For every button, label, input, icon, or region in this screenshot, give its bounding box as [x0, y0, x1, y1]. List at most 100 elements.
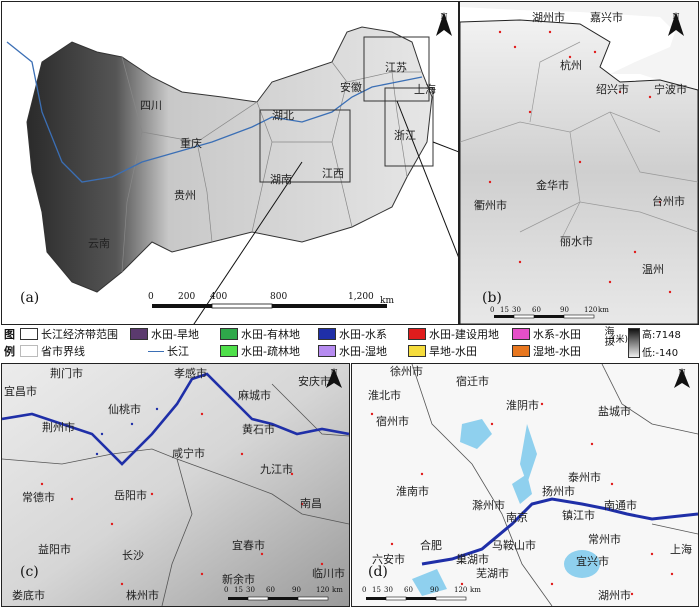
north-arrow: N	[666, 12, 686, 36]
scale-tick: 60	[532, 306, 541, 314]
city-label: 九江市	[260, 463, 293, 476]
city-label: 杭州	[560, 59, 582, 72]
legend-swatch	[130, 328, 148, 340]
scale-unit: km	[470, 586, 481, 594]
scale-tick: 120	[584, 306, 598, 314]
city-label: 湖州市	[532, 11, 565, 24]
city-label: 淮南市	[396, 485, 429, 498]
city-label: 益阳市	[38, 543, 71, 556]
city-label: 株州市	[126, 589, 159, 602]
province-label: 上海	[414, 83, 436, 96]
city-label: 常德市	[22, 491, 55, 504]
city-label: 马鞍山市	[492, 539, 536, 552]
city-label: 荆门市	[50, 367, 83, 380]
city-label: 芜湖市	[476, 567, 509, 580]
scale-unit: km	[332, 586, 343, 594]
legend-swatch	[20, 328, 38, 340]
city-label: 岳阳市	[114, 489, 147, 502]
city-label: 荆州市	[42, 421, 75, 434]
scale-tick: 0	[362, 586, 367, 594]
change-pixels-red	[488, 30, 672, 294]
legend-label: 水田-有林地	[241, 328, 300, 341]
scale-tick: 90	[430, 586, 439, 594]
legend-swatch	[220, 345, 238, 357]
city-label: 临川市	[312, 567, 345, 580]
change-pixels-red	[370, 402, 674, 596]
city-label: 黄石市	[242, 423, 275, 436]
legend-item: 水田-建设用地	[408, 326, 499, 342]
province-boundaries	[2, 383, 349, 606]
city-label: 镇江市	[562, 509, 595, 522]
legend-label: 长江经济带范围	[41, 328, 118, 341]
scale-bar	[228, 596, 329, 601]
legend-label: 水田-湿地	[339, 345, 387, 358]
legend-item: 水田-湿地	[318, 343, 387, 359]
city-label: 绍兴市	[596, 83, 629, 96]
legend-item: 长江	[148, 343, 189, 359]
leader-line-d	[396, 100, 458, 258]
lower-reaches-map	[352, 364, 698, 606]
middle-reaches-map	[2, 364, 349, 606]
scale-tick: 15	[372, 586, 381, 594]
city-label: 宜昌市	[4, 385, 37, 398]
province-label: 安徽	[340, 81, 362, 94]
legend-label: 水田-建设用地	[429, 328, 499, 341]
legend-title: 图	[4, 328, 15, 341]
province-label: 重庆	[180, 137, 202, 150]
province-label: 四川	[140, 99, 162, 112]
yangtze-basin-region	[26, 26, 433, 293]
city-label: 新余市	[222, 573, 255, 586]
province-boundaries	[121, 56, 422, 273]
city-label: 淮北市	[368, 389, 401, 402]
province-label: 浙江	[394, 129, 416, 142]
extent-box-d	[363, 36, 430, 102]
legend-swatch	[148, 350, 164, 352]
north-arrow: N	[672, 368, 692, 388]
legend-item: 湿地-水田	[512, 343, 581, 359]
scale-bar	[152, 303, 387, 309]
scale-tick: 0	[148, 292, 154, 302]
city-label: 六安市	[372, 553, 405, 566]
city-label: 南京	[506, 511, 528, 524]
province-label: 湖南	[270, 173, 292, 186]
yangtze-river-line	[421, 497, 698, 566]
city-label: 宁波市	[654, 83, 687, 96]
city-label: 徐州市	[390, 365, 423, 378]
extent-box-c	[259, 109, 351, 183]
legend-item: 省市界线	[20, 343, 85, 359]
scale-tick: 30	[384, 586, 393, 594]
city-label: 宜兴市	[576, 555, 609, 568]
leader-line-b	[432, 141, 458, 153]
scale-tick: 60	[266, 586, 275, 594]
scale-tick: 15	[234, 586, 243, 594]
scale-tick: 30	[512, 306, 521, 314]
scale-tick: 120	[316, 586, 330, 594]
legend-swatch	[408, 328, 426, 340]
city-label: 嘉兴市	[590, 11, 623, 24]
legend-swatch	[408, 345, 426, 357]
legend-title: 例	[4, 345, 15, 358]
legend-item: 水田-旱地	[130, 326, 199, 342]
city-label: 衢州市	[474, 199, 507, 212]
map-panel-overview: 四川 重庆 贵州 云南 湖北 湖南 江西 安徽 江苏 上海 浙江 (a) N 0…	[1, 1, 459, 325]
province-label: 云南	[88, 237, 110, 250]
change-pixels-red	[40, 412, 324, 586]
legend-item: 水田-疏林地	[220, 343, 300, 359]
legend-label: 省市界线	[41, 345, 85, 358]
legend-label: 水田-旱地	[151, 328, 199, 341]
scale-tick: 400	[210, 292, 228, 302]
legend-label: 水田-疏林地	[241, 345, 300, 358]
city-label: 台州市	[652, 195, 685, 208]
map-panel-zhejiang: 湖州市 嘉兴市 杭州 绍兴市 宁波市 金华市 衢州市 丽水市 台州市 温州 (b…	[459, 1, 699, 325]
map-legend: 图 例 长江经济带范围 省市界线 长江 水田-旱地 水田-有林地 水田-疏林地 …	[0, 326, 700, 362]
panel-label-b: (b)	[482, 290, 502, 306]
legend-item: 水田-有林地	[220, 326, 300, 342]
city-label: 南昌	[300, 497, 322, 510]
city-label: 金华市	[536, 179, 569, 192]
scale-tick: 800	[270, 292, 288, 302]
legend-item: 旱地-水田	[408, 343, 477, 359]
scale-unit: km	[598, 306, 609, 314]
yangtze-river-line	[6, 41, 423, 183]
scale-tick: 60	[404, 586, 413, 594]
north-arrow: N	[434, 12, 454, 36]
